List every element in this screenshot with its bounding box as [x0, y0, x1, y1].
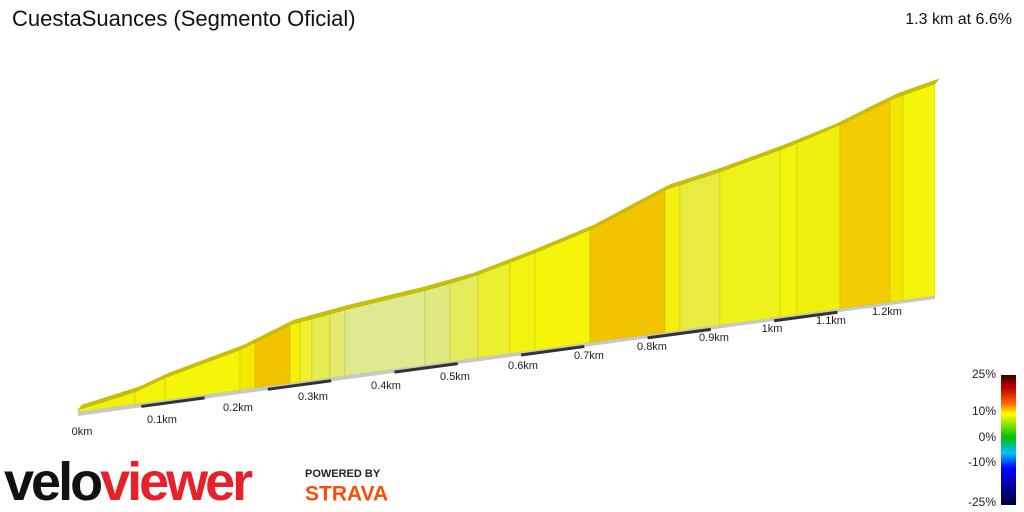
distance-bar [520, 344, 585, 357]
distance-label: 0.6km [508, 360, 538, 372]
profile-segment [299, 318, 313, 383]
distance-bar [267, 379, 332, 391]
profile-segment [779, 142, 798, 318]
distance-label: 0.2km [223, 402, 253, 414]
distance-labels: 0km 0.1km 0.2km 0.3km 0.4km 0.5km 0.6km 0.7km 0.… [72, 306, 902, 438]
profile-segment [424, 283, 451, 366]
distance-bar [647, 327, 712, 340]
legend-label: 25% [972, 367, 996, 381]
profile-segment [509, 252, 536, 354]
gradient-scale [1001, 375, 1016, 505]
distance-label: 1.1km [816, 315, 846, 327]
legend-label: -25% [968, 495, 996, 509]
profile-segment [796, 124, 841, 316]
distance-label: 0.1km [147, 414, 177, 426]
logo-velo: velo [4, 452, 101, 512]
strava-logo: STRAVA [305, 483, 388, 506]
profile-segment [239, 342, 256, 391]
legend-label: 10% [972, 404, 996, 418]
distance-bar [394, 362, 458, 374]
distance-label: 0.8km [637, 341, 667, 353]
powered-by: POWERED BY [305, 468, 381, 480]
gradient-legend: 25% 10% 0% -10% -25% [968, 367, 996, 509]
legend-label: -10% [968, 455, 996, 469]
logo-viewer: viewer [100, 452, 253, 512]
profile-segment [589, 189, 666, 344]
distance-label: 0.3km [298, 391, 328, 403]
distance-bar [773, 310, 838, 323]
distance-label: 0.7km [574, 350, 604, 362]
distance-label: 0.4km [371, 380, 401, 392]
profile-segment [889, 94, 904, 303]
profile-segment [254, 324, 291, 389]
distance-label: 0.5km [440, 371, 470, 383]
legend-label: 0% [979, 430, 997, 444]
distance-label: 1.2km [872, 306, 902, 318]
profile-segment [664, 184, 681, 333]
profile-segment [477, 262, 511, 359]
title: CuestaSuances (Segmento Oficial) [12, 6, 356, 31]
summary: 1.3 km at 6.6% [905, 11, 1012, 28]
distance-label: 0.9km [699, 332, 729, 344]
profile-segment [839, 99, 891, 310]
profile-segment [311, 313, 331, 381]
profile-segment [449, 274, 479, 362]
distance-label: 1km [762, 323, 783, 335]
profile-segment [329, 309, 346, 379]
profile-segment [679, 171, 721, 331]
profile-segment [719, 149, 781, 326]
logo: veloviewer [4, 452, 253, 512]
profile-segment [289, 321, 301, 384]
distance-label: 0km [72, 426, 93, 438]
distance-bar [141, 396, 205, 408]
profile-segment [902, 83, 936, 301]
